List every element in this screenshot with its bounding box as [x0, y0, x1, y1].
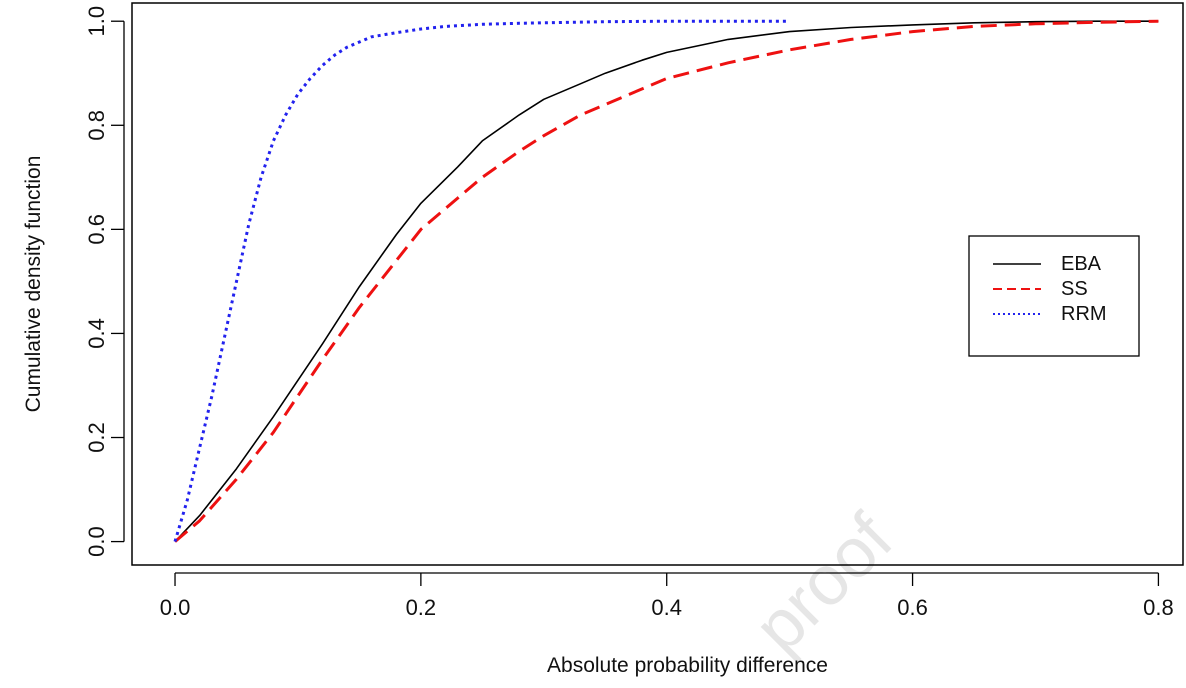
plot-frame	[131, 2, 1184, 566]
x-axis: 0.0 0.2 0.4 0.6 0.8	[160, 572, 1174, 620]
series-line-eba	[174, 20, 1159, 543]
y-tick-label: 0.4	[84, 318, 109, 349]
y-axis-title: Cumulative density function	[22, 156, 45, 413]
x-axis-title: Absolute probability difference	[547, 654, 828, 677]
x-tick-label: 0.2	[406, 595, 437, 620]
legend: EBA SS RRM	[968, 235, 1140, 357]
y-tick-label: 0.0	[84, 526, 109, 557]
series-line-rrm	[173, 19, 790, 543]
x-tick-label: 0.0	[160, 595, 191, 620]
x-tick-label: 0.4	[651, 595, 682, 620]
y-tick-label: 0.2	[84, 422, 109, 453]
legend-box	[968, 235, 1140, 357]
legend-label-ss: SS	[1061, 278, 1088, 300]
y-tick-label: 0.8	[84, 110, 109, 141]
watermark-text: proof	[739, 499, 907, 667]
series-layer	[173, 19, 1159, 543]
legend-label-rrm: RRM	[1061, 303, 1107, 325]
legend-label-eba: EBA	[1061, 253, 1102, 275]
watermark: proof	[739, 499, 907, 667]
y-tick-label: 1.0	[84, 6, 109, 37]
series-line-ss	[174, 19, 1159, 543]
y-axis: 0.0 0.2 0.4 0.6 0.8 1.0	[84, 6, 125, 557]
y-tick-label: 0.6	[84, 214, 109, 245]
x-tick-label: 0.6	[897, 595, 928, 620]
x-tick-label: 0.8	[1143, 595, 1174, 620]
